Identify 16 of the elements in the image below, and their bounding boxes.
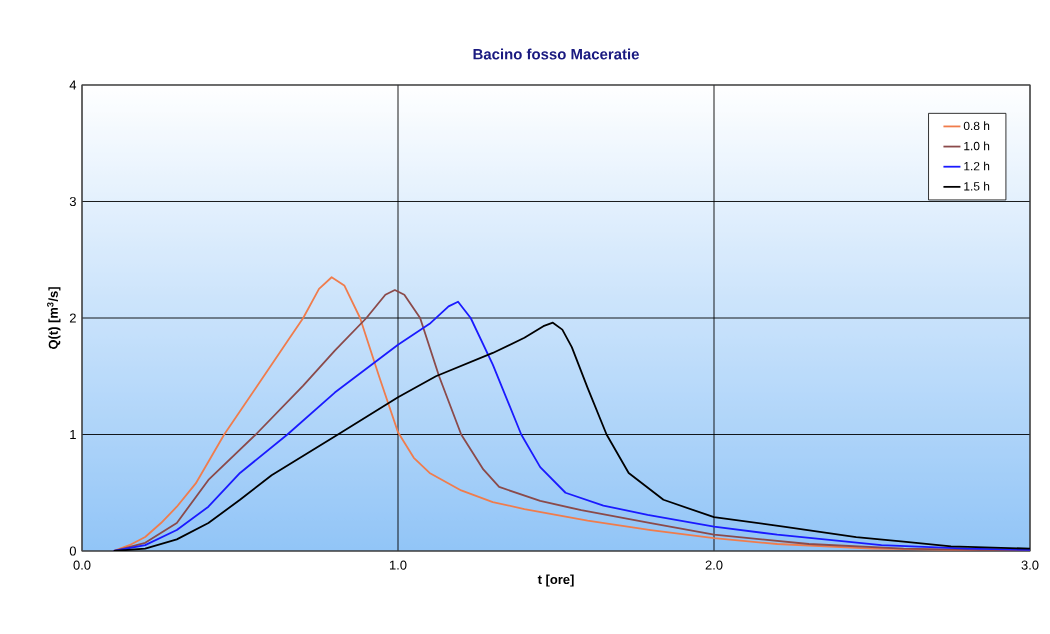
legend-label: 1.0 h bbox=[964, 141, 990, 151]
y-tick-label: 1 bbox=[70, 430, 76, 439]
legend-label: 1.5 h bbox=[964, 181, 990, 191]
x-tick-label: 2.0 bbox=[705, 560, 723, 570]
x-axis-title: t [ore] bbox=[537, 574, 574, 587]
x-tick-label: 3.0 bbox=[1021, 560, 1039, 570]
y-tick-label: 4 bbox=[69, 80, 77, 90]
chart-title: Bacino fosso Maceratie bbox=[473, 48, 639, 60]
y-tick-label: 3 bbox=[69, 196, 76, 207]
y-tick-label: 2 bbox=[69, 313, 76, 323]
y-axis-title: Q(t) [m$^{3}$/s] bbox=[47, 287, 61, 350]
legend-label: 0.8 h bbox=[963, 121, 990, 131]
y-tick-label: 0 bbox=[69, 546, 76, 556]
x-tick-label: 1.0 bbox=[389, 560, 407, 570]
x-tick-label: 0.0 bbox=[73, 560, 91, 570]
legend-label: 1.2 h bbox=[964, 161, 990, 171]
